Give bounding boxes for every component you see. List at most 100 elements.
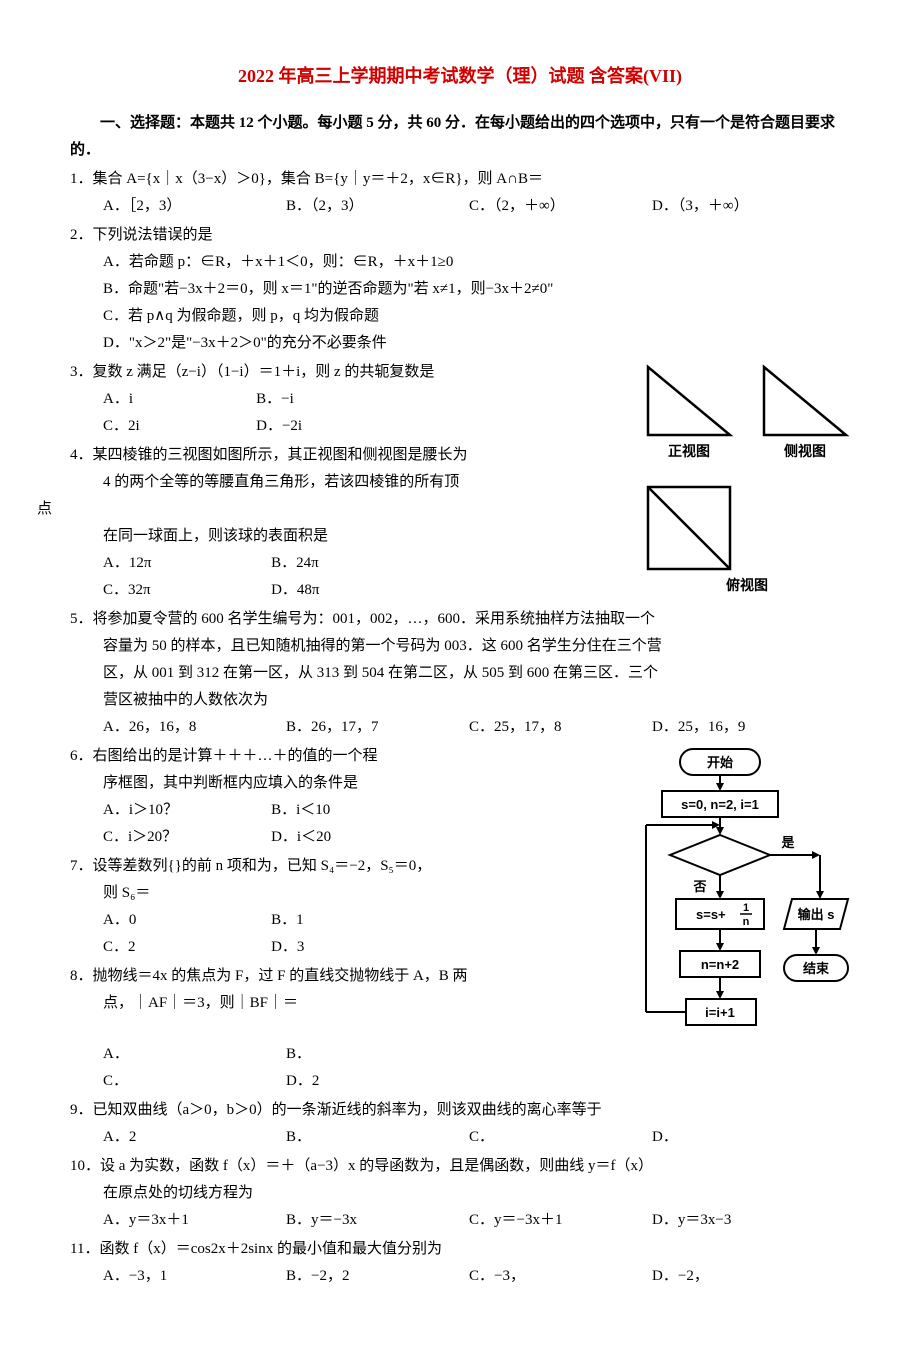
- q3-number: 3．: [70, 364, 93, 380]
- question-9: 9．已知双曲线（a＞0，b＞0）的一条渐近线的斜率为，则该双曲线的离心率等于 A…: [70, 1097, 850, 1151]
- flow-step3: i=i+1: [705, 1005, 735, 1020]
- q11-stem: 函数 f（x）＝cos2x＋2sinx 的最小值和最大值分别为: [99, 1241, 442, 1257]
- question-10: 10．设 a 为实数，函数 f（x）＝＋（a−3）x 的导函数为，且是偶函数，则…: [70, 1153, 850, 1234]
- q10-options: A．y＝3x＋1 B．y＝−3x C．y＝−3x＋1 D．y＝3x−3: [70, 1207, 850, 1234]
- q1-stem: 集合 A={x｜x（3−x）＞0}，集合 B={y｜y＝＋2，x∈R}，则 A∩…: [93, 171, 543, 187]
- flow-start: 开始: [707, 755, 733, 770]
- q11-opt-d: D．−2，: [652, 1263, 831, 1290]
- q6-number: 6．: [70, 748, 93, 764]
- q9-options: A．2 B． C． D．: [70, 1124, 850, 1151]
- q11-opt-a: A．−3，1: [103, 1263, 282, 1290]
- q1-opt-b: B．（2，3）: [286, 193, 465, 220]
- q9-opt-c: C．: [469, 1124, 648, 1151]
- question-1: 1．集合 A={x｜x（3−x）＞0}，集合 B={y｜y＝＋2，x∈R}，则 …: [70, 166, 850, 220]
- q8-line1: 抛物线＝4x 的焦点为 F，过 F 的直线交抛物线于 A，B 两: [93, 968, 468, 984]
- flow-no: 否: [692, 879, 706, 894]
- q6-opt-c: C．i＞20？: [103, 824, 267, 851]
- q3-opt-a: A．i: [103, 386, 252, 413]
- q9-opt-d: D．: [652, 1124, 831, 1151]
- three-views-figure: 正视图 侧视图 俯视图: [644, 363, 850, 597]
- q5-options: A．26，16，8 B．26，17，7 C．25，17，8 D．25，16，9: [70, 714, 850, 741]
- q6-opt-d: D．i＜20: [271, 824, 435, 851]
- q5-opt-c: C．25，17，8: [469, 714, 648, 741]
- q10-line1: 设 a 为实数，函数 f（x）＝＋（a−3）x 的导函数为，且是偶函数，则曲线 …: [100, 1158, 653, 1174]
- q1-opt-a: A．［2，3）: [103, 193, 282, 220]
- q7-line1: 设等差数列{}的前 n 项和为，已知 S₄＝−2，S₅＝0，: [93, 858, 432, 874]
- flow-frac-den: n: [743, 916, 750, 928]
- q2-opt-d: D．"x＞2"是"−3x＋2＞0"的充分不必要条件: [70, 330, 850, 357]
- q6-opt-a: A．i＞10？: [103, 797, 267, 824]
- q8-opt-c: C．: [103, 1068, 282, 1095]
- q4-opt-c: C．32π: [103, 577, 267, 604]
- q6-opt-b: B．i＜10: [271, 797, 435, 824]
- top-view-icon: [644, 483, 734, 573]
- page-title: 2022 年高三上学期期中考试数学（理）试题 含答案(VII): [70, 60, 850, 92]
- q5-opt-b: B．26，17，7: [286, 714, 465, 741]
- question-5: 5．将参加夏令营的 600 名学生编号为：001，002，…，600．采用系统抽…: [70, 606, 850, 741]
- q11-opt-c: C．−3，: [469, 1263, 648, 1290]
- q4-line1: 某四棱锥的三视图如图所示，其正视图和侧视图是腰长为: [93, 447, 468, 463]
- q8-opt-a: A．: [103, 1041, 282, 1068]
- q3-opt-b: B．−i: [256, 386, 405, 413]
- q8-number: 8．: [70, 968, 93, 984]
- flow-step2: n=n+2: [701, 957, 739, 972]
- q5-line2: 容量为 50 的样本，且已知随机抽得的第一个号码为 003．这 600 名学生分…: [70, 633, 850, 660]
- q1-number: 1．: [70, 171, 93, 187]
- q2-opt-b: B．命题"若−3x＋2＝0，则 x＝1"的逆否命题为"若 x≠1，则−3x＋2≠…: [70, 276, 850, 303]
- section-1-heading: 一、选择题：本题共 12 个小题。每小题 5 分，共 60 分．在每小题给出的四…: [70, 110, 850, 164]
- q5-line1: 将参加夏令营的 600 名学生编号为：001，002，…，600．采用系统抽样方…: [93, 611, 656, 627]
- q8-options: A． B． C． D．2: [70, 1041, 850, 1095]
- flow-init: s=0, n=2, i=1: [681, 797, 759, 812]
- q8-opt-b: B．: [286, 1041, 465, 1068]
- q9-number: 9．: [70, 1102, 93, 1118]
- q10-line2: 在原点处的切线方程为: [70, 1180, 850, 1207]
- q7-opt-c: C．2: [103, 934, 267, 961]
- q2-opt-a: A．若命题 p：∈R，＋x＋1＜0，则：∈R，＋x＋1≥0: [70, 249, 850, 276]
- flow-out: 输出 s: [798, 907, 835, 922]
- q3-stem: 复数 z 满足（z−i）（1−i）＝1＋i，则 z 的共轭复数是: [93, 364, 435, 380]
- q11-number: 11．: [70, 1241, 99, 1257]
- q10-opt-b: B．y＝−3x: [286, 1207, 465, 1234]
- q11-opt-b: B．−2，2: [286, 1263, 465, 1290]
- q4-opt-a: A．12π: [103, 550, 267, 577]
- q2-stem: 下列说法错误的是: [93, 227, 213, 243]
- q1-opt-c: C．（2，＋∞）: [469, 193, 648, 220]
- question-2: 2．下列说法错误的是 A．若命题 p：∈R，＋x＋1＜0，则：∈R，＋x＋1≥0…: [70, 222, 850, 357]
- front-view-label: 正视图: [644, 439, 734, 464]
- flowchart-figure: 开始 s=0, n=2, i=1 是 否 s=s+ 1 n 输出 s 结束: [620, 747, 850, 1047]
- q10-opt-d: D．y＝3x−3: [652, 1207, 831, 1234]
- q7-opt-a: A．0: [103, 907, 267, 934]
- q9-stem: 已知双曲线（a＞0，b＞0）的一条渐近线的斜率为，则该双曲线的离心率等于: [93, 1102, 602, 1118]
- q2-opt-c: C．若 p∧q 为假命题，则 p，q 均为假命题: [70, 303, 850, 330]
- q9-opt-a: A．2: [103, 1124, 282, 1151]
- q9-opt-b: B．: [286, 1124, 465, 1151]
- question-11: 11．函数 f（x）＝cos2x＋2sinx 的最小值和最大值分别为 A．−3，…: [70, 1236, 850, 1290]
- flow-step1-a: s=s+: [696, 907, 726, 922]
- front-view: 正视图: [644, 363, 734, 464]
- flow-frac-num: 1: [743, 902, 749, 914]
- q1-opt-d: D．（3，＋∞）: [652, 193, 831, 220]
- flowchart-icon: 开始 s=0, n=2, i=1 是 否 s=s+ 1 n 输出 s 结束: [620, 747, 850, 1047]
- q4-opt-b: B．24π: [271, 550, 435, 577]
- q6-line1: 右图给出的是计算＋＋＋…＋的值的一个程: [93, 748, 378, 764]
- q3-opt-c: C．2i: [103, 413, 252, 440]
- side-view-label: 侧视图: [760, 439, 850, 464]
- side-view: 侧视图: [760, 363, 850, 464]
- q4-number: 4．: [70, 447, 93, 463]
- front-view-icon: [644, 363, 734, 439]
- q7-number: 7．: [70, 858, 93, 874]
- q4-opt-d: D．48π: [271, 577, 435, 604]
- q5-number: 5．: [70, 611, 93, 627]
- top-view-label: 俯视图: [644, 573, 850, 598]
- q10-opt-c: C．y＝−3x＋1: [469, 1207, 648, 1234]
- q8-opt-d: D．2: [286, 1068, 465, 1095]
- q5-opt-a: A．26，16，8: [103, 714, 282, 741]
- q5-opt-d: D．25，16，9: [652, 714, 831, 741]
- q5-line3: 区，从 001 到 312 在第一区，从 313 到 504 在第二区，从 50…: [70, 660, 850, 687]
- q10-opt-a: A．y＝3x＋1: [103, 1207, 282, 1234]
- flow-yes: 是: [780, 835, 795, 850]
- top-view: 俯视图: [644, 483, 850, 598]
- q5-line4: 营区被抽中的人数依次为: [70, 687, 850, 714]
- flow-end: 结束: [803, 961, 830, 976]
- q10-number: 10．: [70, 1158, 100, 1174]
